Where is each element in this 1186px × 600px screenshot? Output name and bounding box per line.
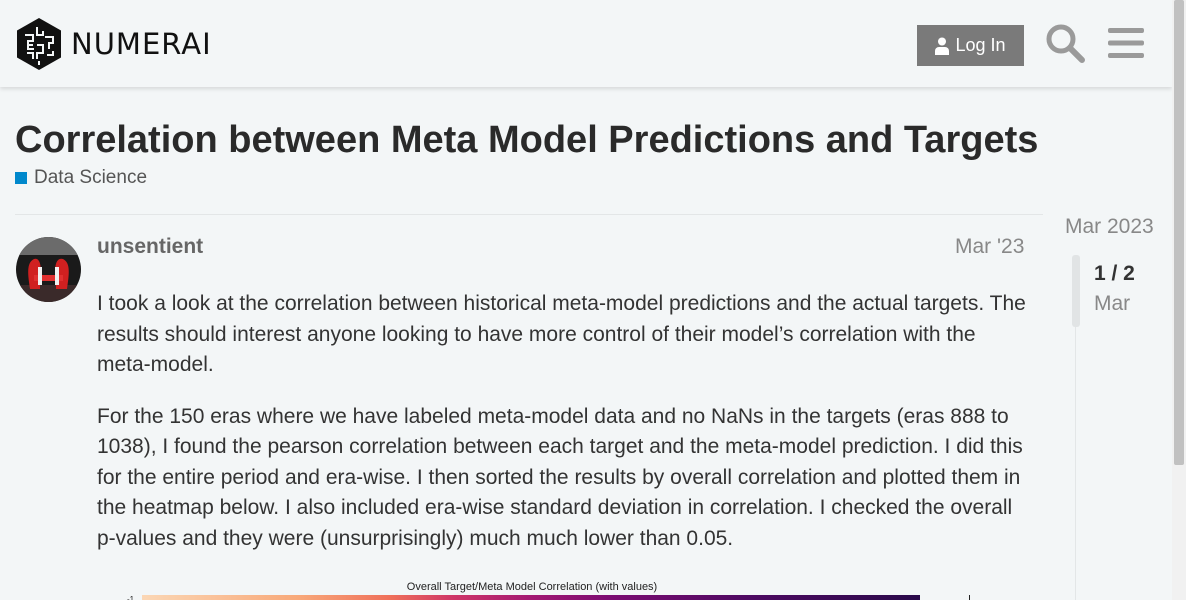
timeline-track[interactable] — [1075, 255, 1076, 600]
hamburger-menu-icon[interactable] — [1108, 27, 1144, 59]
post-date[interactable]: Mar '23 — [955, 235, 1025, 258]
heatmap-tick: -1 — [127, 595, 135, 600]
topic-timeline: Mar 2023 1 / 2 Mar — [1062, 215, 1172, 600]
timeline-handle[interactable] — [1072, 255, 1080, 327]
divider — [15, 214, 1043, 215]
category-color-swatch — [15, 172, 27, 184]
scrollbar-thumb[interactable] — [1174, 0, 1184, 465]
login-label: Log In — [955, 35, 1006, 55]
timeline-start-date[interactable]: Mar 2023 — [1065, 215, 1154, 238]
search-icon[interactable] — [1045, 23, 1085, 63]
post-paragraph: I took a look at the correlation between… — [97, 292, 1026, 376]
post-body: I took a look at the correlation between… — [97, 289, 1032, 575]
post-author[interactable]: unsentient — [97, 235, 204, 258]
page-scrollbar[interactable] — [1172, 0, 1186, 600]
heatmap-title: Overall Target/Meta Model Correlation (w… — [406, 581, 658, 593]
heatmap-cells — [142, 595, 920, 600]
avatar[interactable] — [16, 237, 81, 302]
brand-name: NUMERAI — [71, 27, 212, 61]
timeline-post-count: 1 / 2 — [1094, 262, 1135, 285]
site-header: NUMERAI Log In — [0, 0, 1172, 87]
heatmap-colorbar — [969, 595, 981, 600]
numerai-logo-icon — [17, 18, 61, 70]
numerai-logo[interactable]: NUMERAI — [15, 17, 212, 71]
avatar-image — [16, 237, 81, 302]
category-badge[interactable]: Data Science — [15, 167, 147, 189]
post-paragraph: For the 150 eras where we have labeled m… — [97, 404, 1023, 550]
user-icon — [935, 37, 950, 55]
login-button[interactable]: Log In — [917, 25, 1024, 66]
category-label: Data Science — [34, 167, 148, 188]
heatmap-image[interactable]: Overall Target/Meta Model Correlation (w… — [97, 578, 1032, 600]
topic-title[interactable]: Correlation between Meta Model Predictio… — [15, 119, 1039, 161]
timeline-current-date: Mar — [1094, 292, 1131, 315]
